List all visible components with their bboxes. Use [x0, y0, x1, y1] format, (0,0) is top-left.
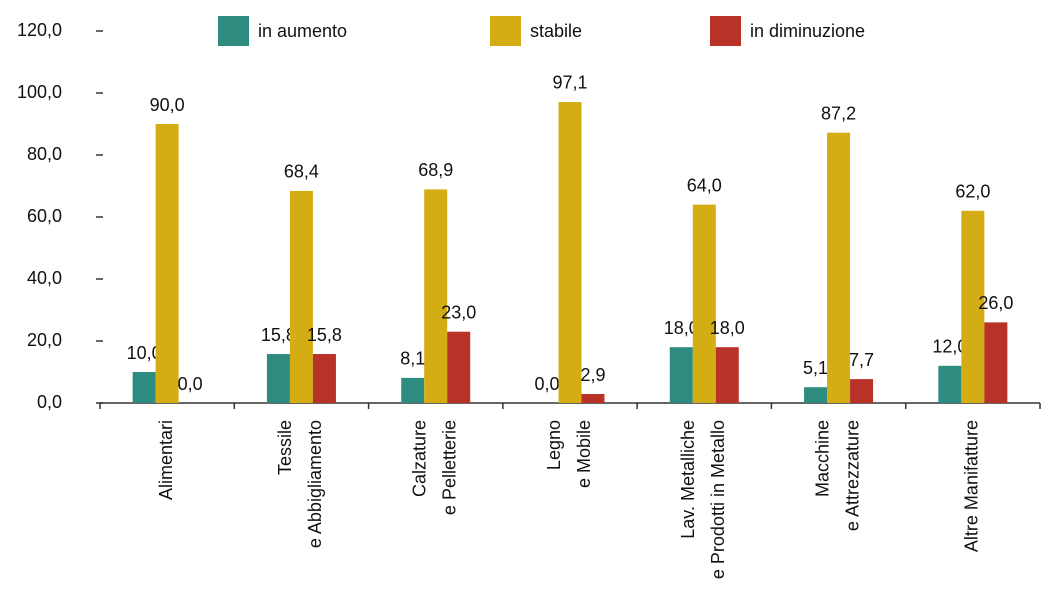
x-tick-label: Alimentari: [156, 420, 176, 500]
x-tick-label: Tessile: [275, 420, 295, 475]
y-tick-label: 60,0: [27, 206, 62, 226]
value-label: 23,0: [441, 302, 476, 322]
legend-swatch: [218, 16, 249, 46]
bar: [447, 331, 471, 403]
bar: [850, 379, 874, 403]
value-label: 18,0: [710, 318, 745, 338]
x-tick-label: e Pelletterie: [439, 420, 459, 515]
value-label: 87,2: [821, 103, 856, 123]
value-label: 26,0: [978, 293, 1013, 313]
legend-label: in diminuzione: [750, 21, 865, 41]
value-label: 10,0: [127, 343, 162, 363]
value-label: 5,1: [803, 358, 828, 378]
bar: [715, 347, 739, 403]
bar: [827, 132, 851, 403]
bar: [961, 210, 985, 403]
value-label: 68,4: [284, 162, 319, 182]
value-label: 15,8: [307, 325, 342, 345]
bar: [938, 365, 962, 403]
x-tick-label: e Abbigliamento: [305, 420, 325, 548]
bar: [692, 204, 716, 403]
value-label: 12,0: [932, 337, 967, 357]
bar: [132, 372, 156, 403]
bar: [266, 354, 290, 403]
value-label: 0,0: [534, 374, 559, 394]
value-label: 15,8: [261, 325, 296, 345]
bar: [401, 377, 425, 403]
bar: [558, 101, 582, 404]
bar: [312, 354, 336, 403]
x-tick-label: Legno: [544, 420, 564, 470]
value-label: 62,0: [955, 182, 990, 202]
x-tick-label: e Prodotti in Metallo: [708, 420, 728, 579]
x-tick-label: Calzature: [409, 420, 429, 497]
bar: [155, 124, 179, 403]
value-label: 68,9: [418, 160, 453, 180]
bar: [804, 387, 828, 403]
value-label: 7,7: [849, 350, 874, 370]
bar: [289, 190, 313, 403]
value-label: 8,1: [400, 349, 425, 369]
x-tick-label: e Mobile: [574, 420, 594, 488]
value-label: 90,0: [150, 95, 185, 115]
x-tick-label: Altre Manifatture: [962, 420, 982, 552]
y-tick-label: 20,0: [27, 330, 62, 350]
x-tick-label: Macchine: [812, 420, 832, 497]
bar: [984, 322, 1008, 403]
legend-swatch: [490, 16, 521, 46]
bar: [581, 394, 605, 403]
y-tick-label: 80,0: [27, 144, 62, 164]
legend-label: stabile: [530, 21, 582, 41]
y-tick-label: 40,0: [27, 268, 62, 288]
legend-label: in aumento: [258, 21, 347, 41]
legend-swatch: [710, 16, 741, 46]
value-label: 97,1: [552, 73, 587, 93]
y-tick-label: 120,0: [17, 20, 62, 40]
x-tick-label: e Attrezzature: [842, 420, 862, 531]
y-tick-label: 100,0: [17, 82, 62, 102]
value-label: 0,0: [178, 374, 203, 394]
bar: [669, 347, 693, 403]
x-tick-label: Lav. Metalliche: [678, 420, 698, 539]
y-tick-label: 0,0: [37, 392, 62, 412]
value-label: 64,0: [687, 175, 722, 195]
value-label: 2,9: [580, 365, 605, 385]
value-label: 18,0: [664, 318, 699, 338]
bar: [424, 189, 448, 403]
